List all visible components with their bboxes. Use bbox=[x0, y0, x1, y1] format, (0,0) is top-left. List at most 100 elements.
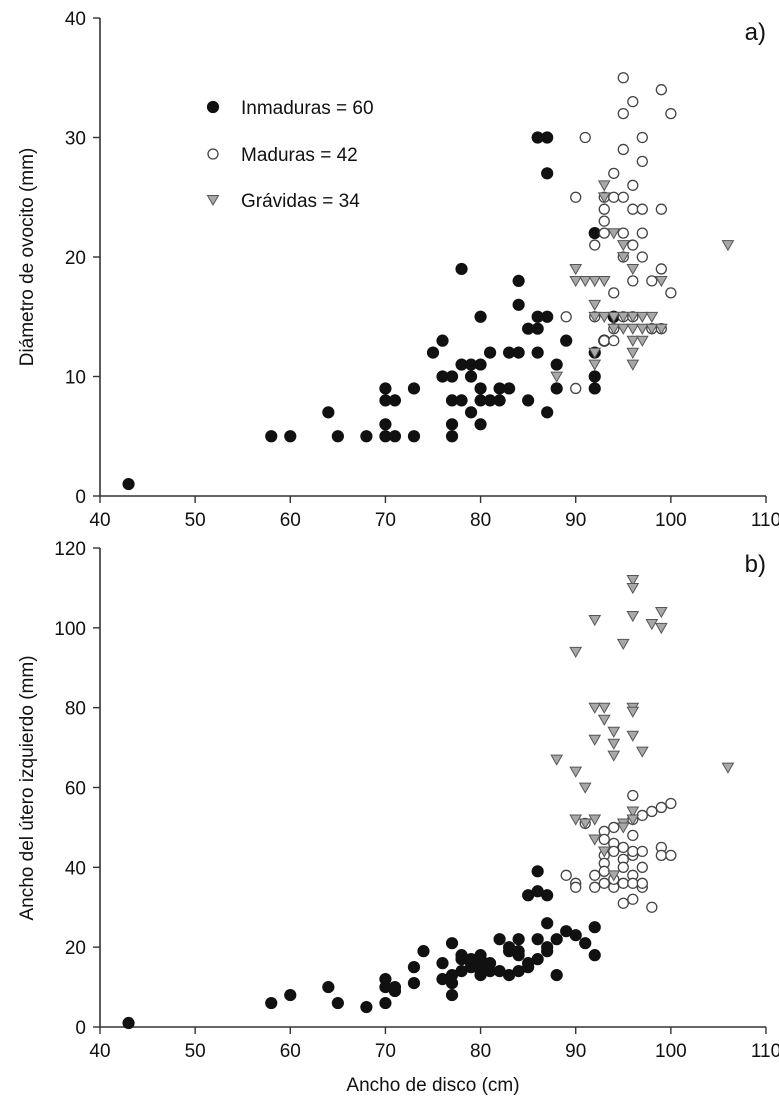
panel-a-point-inmaduras bbox=[322, 406, 335, 419]
panel-a-point-inmaduras bbox=[407, 430, 421, 443]
panel-a-y-tick-label: 30 bbox=[65, 129, 86, 150]
panel-b-point-gr-vidas bbox=[654, 606, 668, 619]
panel-a-point-inmaduras bbox=[379, 382, 392, 395]
panel-a-point-maduras bbox=[627, 96, 639, 108]
panel-a-point-inmaduras bbox=[464, 370, 478, 383]
panel-a-point-inmaduras bbox=[560, 334, 573, 347]
panel-a-point-gr-vidas bbox=[569, 276, 583, 288]
panel-a-point-gr-vidas bbox=[616, 323, 630, 335]
panel-b-point-inmaduras bbox=[122, 1016, 135, 1030]
panel-b-point-maduras bbox=[655, 849, 667, 862]
panel-a-point-inmaduras bbox=[388, 394, 402, 407]
panel-a-point-inmaduras bbox=[265, 430, 278, 443]
panel-b-point-gr-vidas bbox=[607, 726, 621, 738]
panel-b-y-tick-label: 20 bbox=[65, 938, 86, 959]
panel-b-point-inmaduras bbox=[331, 996, 344, 1010]
panel-a-point-gr-vidas bbox=[597, 180, 611, 192]
panel-b-point-inmaduras bbox=[493, 933, 506, 946]
panel-b-point-maduras bbox=[627, 877, 639, 889]
panel-a-point-inmaduras bbox=[474, 382, 487, 395]
panel-b-point-maduras bbox=[665, 849, 677, 862]
panel-a-point-maduras bbox=[598, 227, 610, 239]
panel-a-point-gr-vidas bbox=[635, 335, 649, 347]
panel-b-point-gr-vidas bbox=[721, 762, 735, 774]
legend-marker-gravidas bbox=[206, 195, 220, 206]
panel-b-point-gr-vidas bbox=[616, 638, 630, 651]
panel-a-point-gr-vidas bbox=[626, 359, 640, 371]
panel-a-point-inmaduras bbox=[455, 394, 468, 407]
panel-b-point-inmaduras bbox=[407, 961, 421, 974]
panel-b-point-inmaduras bbox=[445, 937, 459, 950]
panel-a-point-inmaduras bbox=[588, 382, 601, 395]
panel-a-point-gr-vidas bbox=[588, 276, 602, 288]
panel-b-y-tick-label: 100 bbox=[54, 619, 86, 640]
panel-b-x-axis-label: Ancho de disco (cm) bbox=[346, 1075, 519, 1096]
panel-b-point-gr-vidas bbox=[578, 818, 592, 830]
panel-b-point-maduras bbox=[617, 897, 629, 909]
panel-b: 40 50 60 70 80 90 100 110 0 20 40 60 80 100 120 b) Anc… bbox=[17, 539, 779, 1096]
panel-b-x-tick-label: 90 bbox=[565, 1041, 586, 1062]
panel-b-point-inmaduras bbox=[503, 941, 516, 954]
panel-b-point-inmaduras bbox=[531, 933, 544, 946]
panel-a-point-gr-vidas bbox=[578, 276, 592, 288]
panel-a-point-gr-vidas bbox=[626, 335, 640, 347]
panel-a-point-maduras bbox=[579, 131, 591, 144]
panel-b-label: b) bbox=[745, 551, 766, 578]
panel-a-point-maduras bbox=[636, 227, 648, 239]
panel-a-point-maduras bbox=[655, 203, 667, 215]
panel-a-point-gr-vidas bbox=[626, 311, 640, 323]
panel-a-label: a) bbox=[745, 19, 766, 46]
panel-a-point-gr-vidas bbox=[588, 359, 602, 371]
panel-a-point-gr-vidas bbox=[607, 311, 621, 323]
panel-b-point-gr-vidas bbox=[626, 575, 640, 587]
panel-a-point-inmaduras bbox=[474, 310, 487, 323]
panel-b-point-maduras bbox=[627, 789, 639, 802]
panel-a-y-tick-label: 10 bbox=[65, 368, 86, 389]
panel-b-x-tick-label: 110 bbox=[751, 1041, 779, 1062]
panel-a-point-maduras bbox=[560, 311, 572, 323]
panel-a-point-inmaduras bbox=[122, 477, 135, 491]
panel-a-point-inmaduras bbox=[379, 418, 392, 431]
panel-b-x-tick-label: 70 bbox=[375, 1041, 396, 1062]
panel-b-y-tick-label: 120 bbox=[54, 539, 86, 560]
panel-b-point-inmaduras bbox=[541, 889, 554, 902]
panel-a-point-maduras bbox=[570, 191, 582, 203]
panel-b-point-inmaduras bbox=[445, 988, 459, 1002]
panel-a-point-gr-vidas bbox=[635, 323, 649, 335]
panel-a-point-gr-vidas bbox=[654, 323, 668, 335]
legend-label-inmaduras: Inmaduras = 60 bbox=[241, 98, 374, 119]
panel-a-x-tick-label: 40 bbox=[89, 510, 110, 531]
panel-a-point-inmaduras bbox=[331, 430, 344, 443]
panel-b-point-inmaduras bbox=[360, 1000, 373, 1014]
legend-marker-maduras bbox=[207, 148, 219, 160]
panel-b-y-tick-label: 0 bbox=[75, 1018, 86, 1039]
panel-a-point-maduras bbox=[627, 179, 639, 191]
panel-b-point-maduras bbox=[598, 865, 610, 877]
panel-a-point-maduras bbox=[608, 167, 620, 180]
panel-a-point-inmaduras bbox=[284, 430, 297, 443]
panel-a-point-inmaduras bbox=[588, 370, 601, 383]
panel-b-point-inmaduras bbox=[265, 996, 278, 1010]
panel-b-point-maduras bbox=[598, 833, 610, 846]
panel-a-point-maduras bbox=[665, 107, 677, 120]
panel-a-point-gr-vidas bbox=[635, 311, 649, 323]
panel-b-point-maduras bbox=[589, 881, 601, 893]
panel-a-point-inmaduras bbox=[445, 370, 459, 383]
panel-b-point-gr-vidas bbox=[635, 746, 649, 758]
panel-b-point-inmaduras bbox=[512, 933, 525, 946]
panel-b-point-inmaduras bbox=[569, 929, 582, 942]
panel-b-point-inmaduras bbox=[588, 949, 601, 962]
panel-b-point-gr-vidas bbox=[616, 822, 630, 834]
panel-b-x-tick-label: 50 bbox=[185, 1041, 206, 1062]
legend-marker-inmaduras bbox=[206, 100, 220, 114]
panel-b-point-gr-vidas bbox=[654, 622, 668, 635]
panel-a-point-gr-vidas bbox=[607, 228, 621, 240]
panel-a-y-tick-label: 0 bbox=[75, 487, 86, 508]
panel-b-point-gr-vidas bbox=[607, 738, 621, 750]
panel-b-point-gr-vidas bbox=[645, 618, 659, 631]
panel-a-tick-labels: 40 50 60 70 80 90 100 110 0 10 20 30 40 bbox=[65, 9, 779, 531]
panel-b-point-maduras bbox=[627, 845, 639, 858]
panel-b-axes bbox=[99, 548, 766, 1028]
panel-a-point-gr-vidas bbox=[607, 323, 621, 335]
panel-b-point-gr-vidas bbox=[578, 782, 592, 794]
